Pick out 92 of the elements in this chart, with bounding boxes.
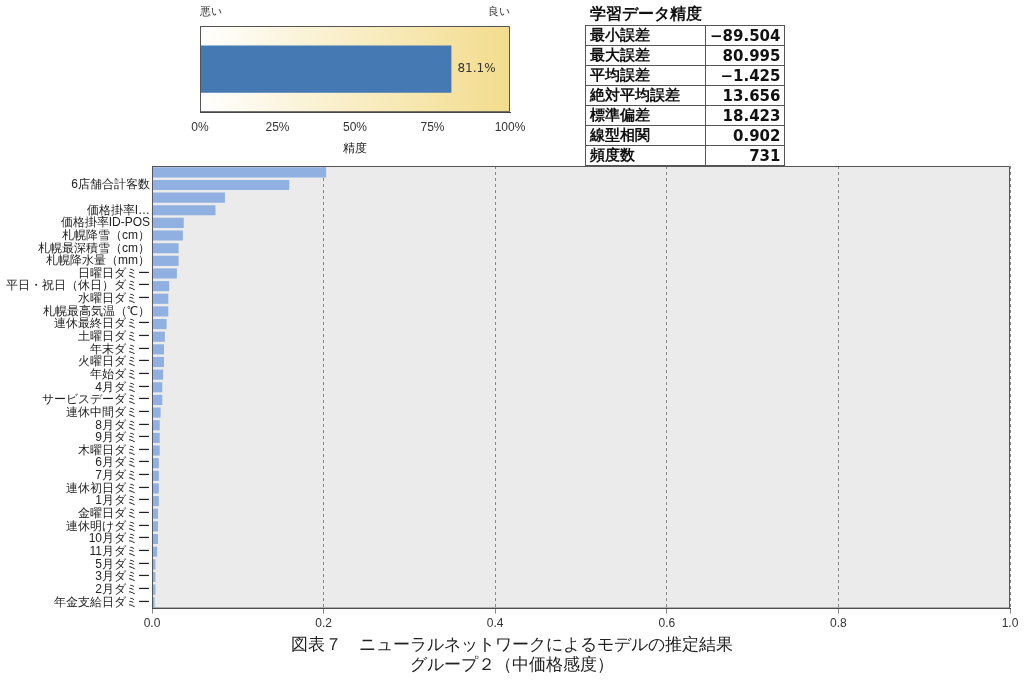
bar bbox=[152, 496, 159, 507]
bar bbox=[152, 179, 290, 191]
y-tick-label: 火曜日ダミー bbox=[78, 354, 150, 369]
y-tick-label: 年金支給日ダミー bbox=[54, 594, 150, 609]
y-tick-label: 連休最終日ダミー bbox=[54, 316, 150, 331]
data-label: −89.504 bbox=[705, 25, 785, 46]
x-tick-label: 1.0 bbox=[1001, 616, 1019, 631]
bar bbox=[152, 356, 165, 368]
y-tick-label: 土曜日ダミー bbox=[78, 329, 150, 344]
data-label: 18.423 bbox=[705, 105, 785, 126]
x-tick-label: 50% bbox=[342, 119, 368, 134]
y-tick-label: 9月ダミー bbox=[95, 430, 150, 445]
y-tick-label: 札幌降雪（cm） bbox=[62, 227, 150, 242]
y-tick-label: 7月ダミー bbox=[95, 468, 150, 483]
bar bbox=[152, 445, 160, 456]
category-label: 標準偏差 bbox=[585, 105, 706, 126]
y-tick-label: 札幌降水量（mm） bbox=[46, 253, 150, 268]
category-label: 線型相関 bbox=[585, 125, 706, 146]
y-tick-label: 連休中間ダミー bbox=[66, 404, 150, 419]
text: 悪い bbox=[199, 5, 222, 19]
bar bbox=[152, 255, 179, 266]
bar bbox=[152, 369, 164, 380]
category-label: 最小誤差 bbox=[585, 25, 706, 46]
bar bbox=[152, 217, 184, 228]
bar bbox=[152, 407, 161, 418]
bar bbox=[152, 205, 216, 216]
category-label: 頻度数 bbox=[585, 145, 706, 166]
x-tick-label: 0.6 bbox=[658, 616, 676, 631]
x-tick-label: 25% bbox=[265, 119, 290, 134]
bar bbox=[152, 167, 327, 178]
text: 図表７ ニューラルネットワークによるモデルの推定結果 bbox=[290, 634, 734, 654]
bar bbox=[152, 243, 179, 254]
text: グループ２（中価格感度） bbox=[409, 654, 615, 674]
data-label: 80.995 bbox=[705, 45, 785, 66]
x-tick-label: 0.2 bbox=[315, 616, 333, 631]
x-tick-label: 75% bbox=[420, 119, 445, 134]
y-tick-label: 年末ダミー bbox=[90, 341, 150, 356]
bar bbox=[152, 420, 160, 431]
category-label: 最大誤差 bbox=[585, 45, 706, 66]
y-tick-label: サービスデーダミー bbox=[42, 392, 150, 407]
bar bbox=[152, 293, 169, 304]
x-tick-label: 0.8 bbox=[830, 616, 848, 631]
y-tick-label: 札幌最高気温（℃） bbox=[43, 303, 150, 318]
y-tick-label: 札幌最深積雪（cm） bbox=[38, 240, 150, 255]
bar bbox=[152, 394, 163, 405]
y-tick-label: 4月ダミー bbox=[95, 379, 150, 394]
y-tick-label: 日曜日ダミー bbox=[78, 265, 150, 280]
bar bbox=[152, 192, 225, 203]
text: 良い bbox=[488, 5, 510, 19]
bar bbox=[152, 432, 160, 443]
bar bbox=[152, 458, 159, 469]
y-tick-label: 価格掛率ID-POS bbox=[60, 215, 150, 230]
bar bbox=[152, 597, 155, 608]
bar bbox=[152, 382, 163, 393]
y-tick-label: 金曜日ダミー bbox=[78, 506, 150, 521]
y-tick-label: 2月ダミー bbox=[95, 581, 150, 596]
bar bbox=[152, 344, 165, 355]
data-label: 13.656 bbox=[705, 85, 785, 106]
data-label: 0.902 bbox=[705, 125, 785, 146]
category-label: 平均誤差 bbox=[585, 65, 706, 86]
x-tick-label: 100% bbox=[494, 119, 526, 134]
x-axis-title: 精度 bbox=[343, 141, 367, 156]
x-tick-label: 0.4 bbox=[486, 616, 504, 631]
y-tick-label: 木曜日ダミー bbox=[78, 442, 150, 457]
data-label: 81.1% bbox=[457, 61, 496, 76]
bar bbox=[152, 319, 167, 330]
category-label: 絶対平均誤差 bbox=[585, 85, 706, 106]
y-tick-label: 8月ダミー bbox=[95, 417, 150, 432]
data-label: 731 bbox=[705, 145, 785, 166]
data-label: −1.425 bbox=[705, 65, 785, 86]
bar bbox=[152, 230, 183, 241]
bar bbox=[152, 483, 159, 494]
y-tick-label: 6店舗合計客数 bbox=[71, 177, 150, 192]
y-tick-label: 連休明けダミー bbox=[66, 518, 150, 533]
y-tick-label: 1月ダミー bbox=[95, 493, 150, 508]
x-tick-label: 0% bbox=[191, 119, 209, 134]
y-tick-label: 3月ダミー bbox=[95, 569, 150, 584]
bar bbox=[152, 306, 169, 317]
y-tick-label: 10月ダミー bbox=[88, 531, 150, 546]
y-tick-label: 平日・祝日（休日）ダミー bbox=[6, 278, 150, 293]
y-tick-label: 11月ダミー bbox=[89, 544, 150, 559]
bar bbox=[152, 331, 165, 342]
bar bbox=[152, 281, 170, 292]
y-tick-label: 水曜日ダミー bbox=[78, 291, 150, 306]
y-tick-label: 6月ダミー bbox=[95, 455, 150, 470]
y-tick-label: 連休初日ダミー bbox=[66, 480, 150, 495]
x-tick-label: 0.0 bbox=[143, 616, 161, 631]
y-tick-label: 年始ダミー bbox=[90, 366, 150, 381]
text: 学習データ精度 bbox=[588, 4, 703, 25]
bar bbox=[152, 268, 177, 279]
y-tick-label: 5月ダミー bbox=[95, 556, 150, 571]
bar bbox=[152, 470, 159, 481]
